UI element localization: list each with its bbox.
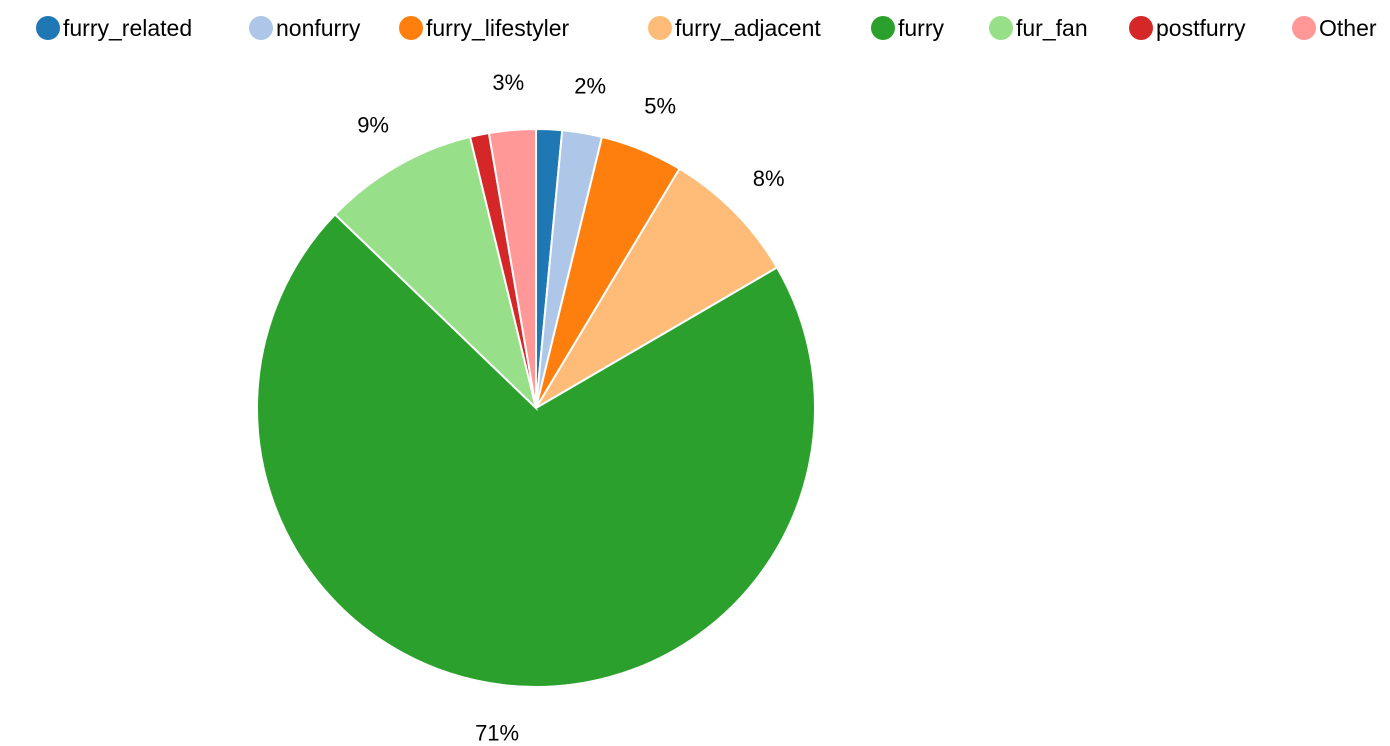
legend-item-postfurry[interactable]: postfurry [1129,15,1246,41]
legend-swatch-fur-fan [989,16,1013,40]
legend-swatch-other [1292,16,1316,40]
legend-item-fur-fan[interactable]: fur_fan [989,15,1088,41]
pie-slices [256,127,816,688]
legend-item-furry[interactable]: furry [871,15,945,41]
slice-label-other: 3% [492,70,524,95]
legend-swatch-furry-related [36,16,60,40]
legend-label-furry-related: furry_related [63,15,192,41]
legend-swatch-nonfurry [249,16,273,40]
slice-label-furry-lifestyler: 5% [644,94,676,119]
legend-label-furry: furry [898,15,945,41]
legend-label-fur-fan: fur_fan [1016,15,1088,41]
legend-item-furry-lifestyler[interactable]: furry_lifestyler [399,15,569,41]
legend-item-nonfurry[interactable]: nonfurry [249,15,361,41]
chart-legend: furry_related nonfurry furry_lifestyler fur… [36,15,1377,41]
slice-label-fur-fan: 9% [357,113,389,138]
pie-slice-furry[interactable] [256,213,816,688]
legend-swatch-postfurry [1129,16,1153,40]
pie-slice-other[interactable] [487,127,537,409]
slice-label-nonfurry: 2% [574,74,606,99]
legend-label-postfurry: postfurry [1156,15,1246,41]
legend-label-furry-lifestyler: furry_lifestyler [426,15,569,41]
pie-labels: 2% 5% 8% 71% 9% 3% [357,70,784,746]
slice-label-furry: 71% [475,721,519,746]
legend-swatch-furry-lifestyler [399,16,423,40]
legend-item-furry-related[interactable]: furry_related [36,15,192,41]
legend-item-other[interactable]: Other [1292,15,1377,41]
legend-label-other: Other [1319,15,1377,41]
legend-label-nonfurry: nonfurry [276,15,361,41]
legend-label-furry-adjacent: furry_adjacent [675,15,821,41]
slice-label-furry-adjacent: 8% [753,166,785,191]
legend-swatch-furry-adjacent [648,16,672,40]
legend-item-furry-adjacent[interactable]: furry_adjacent [648,15,821,41]
pie-slice-furry-adjacent[interactable] [535,167,779,409]
legend-swatch-furry [871,16,895,40]
